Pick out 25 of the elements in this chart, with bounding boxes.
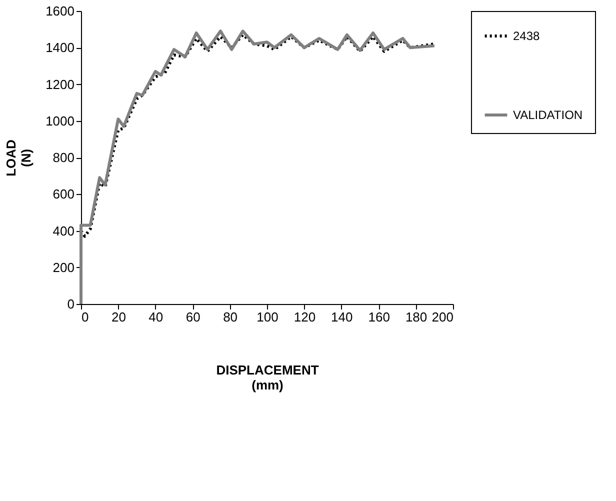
legend-label: 2438 (513, 29, 540, 43)
x-tick-label: 120 (294, 310, 316, 324)
line-series (80, 30, 436, 306)
x-tick-label: 40 (148, 310, 164, 324)
x-axis-title: DISPLACEMENT (mm) (216, 362, 319, 392)
x-tick-label: 160 (368, 310, 390, 324)
y-tick-label: 1600 (46, 4, 74, 18)
x-tick-label: 80 (223, 310, 238, 324)
x-tick-label: 200 (432, 310, 454, 324)
legend-label: VALIDATION (513, 108, 583, 122)
y-tick-label: 1400 (46, 40, 74, 56)
x-tick-label: 140 (331, 310, 353, 324)
y-tick-label: 200 (52, 260, 74, 275)
y-tick-label: 1200 (46, 76, 74, 92)
y-tick-label: 400 (52, 223, 74, 238)
y-tick-label: 1000 (46, 113, 74, 128)
y-tick-label: 800 (52, 150, 74, 165)
x-tick-label: 60 (186, 310, 200, 324)
x-tick-label: 180 (405, 310, 428, 324)
x-tick-label: 20 (111, 310, 126, 324)
y-tick-label: 0 (67, 296, 74, 312)
y-tick-label: 600 (52, 186, 74, 202)
y-axis-title: LOAD (N) (4, 140, 34, 176)
x-tick-label: 100 (256, 310, 278, 324)
x-tick-label: 0 (82, 310, 89, 324)
